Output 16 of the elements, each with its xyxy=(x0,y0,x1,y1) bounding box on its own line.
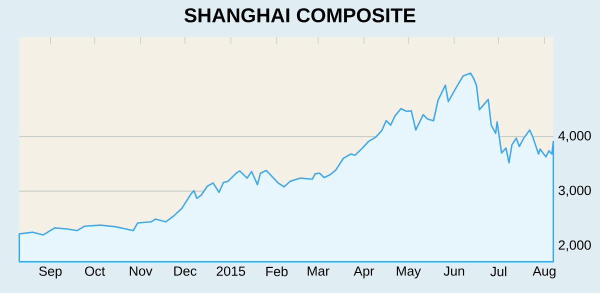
x-tick-label: Nov xyxy=(130,266,152,276)
y-tick-label: 3,000 xyxy=(558,186,591,197)
x-tick-label: Jun xyxy=(444,266,464,276)
x-tick-label: Aug xyxy=(532,266,556,278)
x-tick-label: 2015 xyxy=(216,266,246,276)
chart-title: SHANGHAI COMPOSITE xyxy=(184,8,416,22)
x-tick-label: Dec xyxy=(174,266,197,276)
x-tick-label: Jul xyxy=(490,266,506,276)
x-tick-label: Sep xyxy=(39,266,62,279)
y-tick-label: 2,000 xyxy=(558,240,591,252)
y-tick-label: 4,000 xyxy=(558,131,591,142)
x-tick-label: Oct xyxy=(85,266,106,276)
x-tick-label: May xyxy=(396,266,421,278)
x-tick-label: Apr xyxy=(354,266,374,278)
x-tick-label: Mar xyxy=(308,266,330,276)
x-tick-label: Feb xyxy=(266,266,288,276)
